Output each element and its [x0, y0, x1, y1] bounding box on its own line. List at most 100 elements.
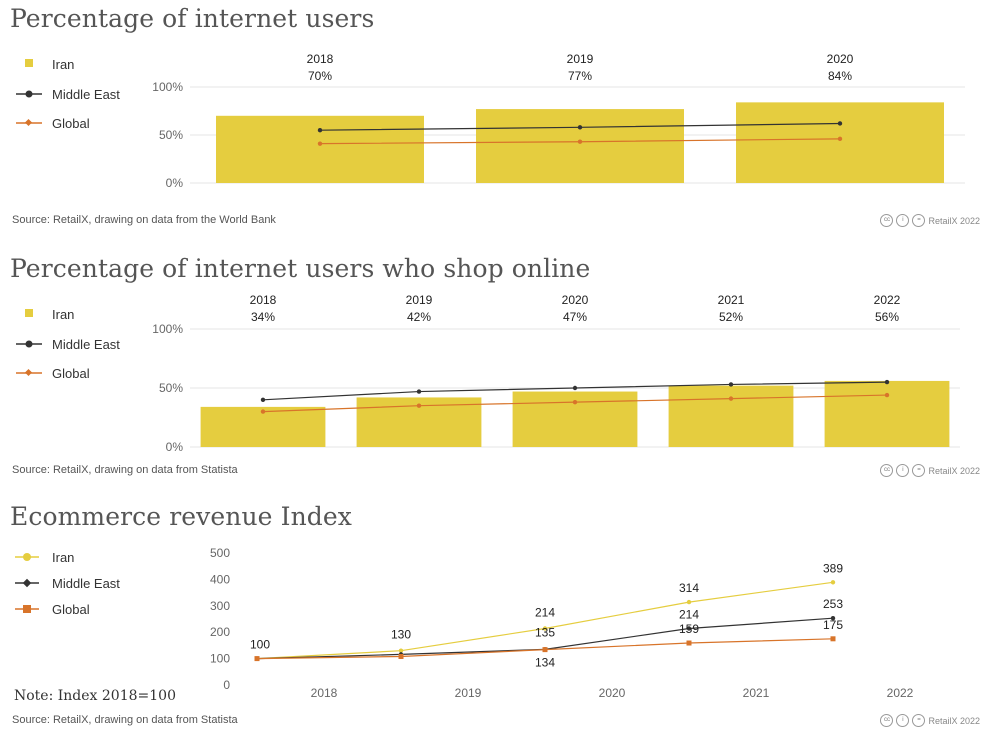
source-note: Source: RetailX, drawing on data from th…: [12, 214, 276, 226]
by-icon: i: [896, 464, 910, 477]
data-label: 77%: [568, 69, 592, 83]
panel-ecommerce-index: Ecommerce revenue Index Iran Middle East…: [0, 500, 992, 737]
middle-east-point: [686, 626, 692, 631]
legend-item-middle-east: Middle East: [14, 84, 120, 104]
iran-point: [686, 599, 692, 605]
iran-point: [542, 626, 548, 631]
y-tick-label: 0: [223, 678, 230, 692]
global-point: [884, 392, 890, 398]
x-tick-label: 2021: [743, 686, 770, 700]
line-dot-marker-icon: [14, 334, 44, 354]
x-tick-label: 2020: [599, 686, 626, 700]
middle-east-point: [260, 397, 266, 402]
category-label: 2019: [567, 52, 594, 66]
legend-label: Middle East: [52, 336, 120, 352]
x-tick-label: 2022: [887, 686, 914, 700]
category-label: 2020: [827, 52, 854, 66]
middle-east-point: [572, 385, 578, 391]
by-icon: i: [896, 714, 910, 727]
x-tick-label: 2019: [455, 686, 482, 700]
line-dot-marker-icon: [14, 84, 44, 104]
legend-label: Iran: [52, 56, 75, 72]
bar: [736, 102, 944, 183]
x-tick-label: 2018: [311, 686, 338, 700]
bar-chart-internet-users: 0% 50% 100% 2018 70% 2019 77% 2020 84%: [152, 52, 965, 190]
data-label: 47%: [563, 310, 587, 324]
source-note: Source: RetailX, drawing on data from St…: [12, 714, 238, 726]
middle-east-point: [830, 616, 836, 621]
legend-item-global: Global: [14, 113, 90, 133]
chart-title: Ecommerce revenue Index: [10, 502, 352, 531]
global-point: [577, 139, 583, 144]
data-label: 84%: [828, 69, 852, 83]
line-square-marker-icon: [14, 599, 44, 619]
legend-label: Global: [52, 601, 90, 617]
y-tick-label: 300: [210, 599, 230, 613]
bar: [216, 115, 424, 183]
legend-label: Global: [52, 115, 90, 131]
category-label: 2022: [874, 293, 901, 307]
global-point: [317, 141, 323, 146]
data-label: 130: [391, 628, 411, 642]
y-tick-label: 50%: [159, 381, 183, 395]
y-tick-label: 400: [210, 572, 230, 586]
legend-label: Iran: [52, 306, 75, 322]
y-tick-label: 0%: [166, 440, 184, 454]
y-tick-label: 0%: [166, 176, 184, 190]
legend-label: Middle East: [52, 86, 120, 102]
data-label: 175: [823, 618, 843, 632]
global-point: [837, 136, 843, 142]
index-note: Note: Index 2018=100: [14, 688, 176, 704]
data-label: 56%: [875, 310, 899, 324]
global-point: [260, 409, 266, 414]
category-label: 2018: [307, 52, 334, 66]
global-point: [830, 636, 836, 642]
data-label: 159: [679, 622, 699, 636]
category-label: 2020: [562, 293, 589, 307]
data-label: 100: [250, 638, 270, 652]
bar: [476, 109, 684, 183]
y-tick-label: 100%: [152, 80, 183, 94]
data-label: 253: [823, 597, 843, 611]
legend-label: Global: [52, 365, 90, 381]
middle-east-point: [728, 382, 734, 387]
y-tick-label: 100%: [152, 322, 183, 336]
credit: cc i = RetailX 2022: [880, 214, 980, 227]
credit-label: RetailX 2022: [928, 215, 980, 226]
cc-icon: cc: [880, 214, 894, 227]
source-note: Source: RetailX, drawing on data from St…: [12, 464, 238, 476]
global-point: [254, 656, 260, 662]
legend-item-middle-east: Middle East: [14, 573, 120, 593]
panel-online-shoppers: Percentage of internet users who shop on…: [0, 250, 992, 490]
global-point: [542, 647, 548, 653]
legend-item-global: Global: [14, 599, 90, 619]
bar: [512, 391, 638, 447]
cc-icon: cc: [880, 714, 894, 727]
data-label: 214: [679, 608, 699, 622]
nd-icon: =: [912, 714, 926, 727]
square-marker-icon: [14, 54, 44, 74]
data-label: 314: [679, 581, 699, 595]
y-tick-label: 500: [210, 546, 230, 560]
nd-icon: =: [912, 464, 926, 477]
chart-title: Percentage of internet users: [10, 4, 375, 33]
line-diamond-marker-icon: [14, 573, 44, 593]
global-point: [572, 399, 578, 405]
y-tick-label: 50%: [159, 128, 183, 142]
global-point: [398, 653, 404, 659]
by-icon: i: [896, 214, 910, 227]
legend-label: Middle East: [52, 575, 120, 591]
line-dot-marker-icon: [14, 547, 44, 567]
legend-item-global: Global: [14, 363, 90, 383]
middle-east-point: [837, 121, 843, 126]
category-label: 2019: [406, 293, 433, 307]
credit-label: RetailX 2022: [928, 465, 980, 476]
iran-point: [398, 648, 404, 653]
data-label: 34%: [251, 310, 275, 324]
cc-icon: cc: [880, 464, 894, 477]
line-diamond-marker-icon: [14, 113, 44, 133]
data-label: 52%: [719, 310, 743, 324]
legend-item-middle-east: Middle East: [14, 334, 120, 354]
legend-item-iran: Iran: [14, 54, 74, 74]
category-label: 2021: [718, 293, 745, 307]
